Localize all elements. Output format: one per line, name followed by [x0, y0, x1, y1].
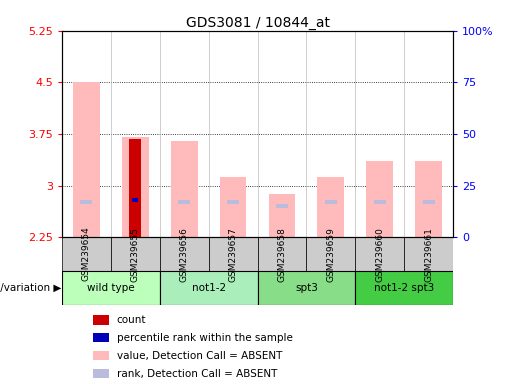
Bar — [227, 200, 239, 204]
Text: GSM239658: GSM239658 — [278, 227, 286, 281]
Bar — [93, 315, 109, 324]
Bar — [122, 137, 149, 237]
Bar — [129, 198, 141, 202]
Bar — [160, 237, 209, 271]
Text: GSM239655: GSM239655 — [131, 227, 140, 281]
Bar — [111, 237, 160, 271]
Bar — [62, 271, 160, 305]
Text: count: count — [116, 315, 146, 325]
Bar — [423, 200, 435, 204]
Bar — [80, 200, 92, 204]
Text: wild type: wild type — [87, 283, 134, 293]
Bar — [404, 237, 453, 271]
Bar — [93, 333, 109, 343]
Bar — [170, 141, 198, 237]
Text: percentile rank within the sample: percentile rank within the sample — [116, 333, 293, 343]
Bar — [325, 200, 337, 204]
Bar — [258, 271, 355, 305]
Bar — [355, 237, 404, 271]
Bar — [258, 237, 306, 271]
Bar — [132, 198, 138, 202]
Text: GSM239657: GSM239657 — [229, 227, 237, 281]
Bar — [219, 177, 247, 237]
Text: genotype/variation ▶: genotype/variation ▶ — [0, 283, 62, 293]
Text: not1-2: not1-2 — [192, 283, 226, 293]
Text: rank, Detection Call = ABSENT: rank, Detection Call = ABSENT — [116, 369, 277, 379]
Text: GSM239661: GSM239661 — [424, 227, 433, 281]
Bar — [374, 200, 386, 204]
Bar — [160, 271, 258, 305]
Bar — [73, 82, 100, 237]
Bar — [129, 139, 141, 237]
Bar — [178, 200, 190, 204]
Text: value, Detection Call = ABSENT: value, Detection Call = ABSENT — [116, 351, 282, 361]
Bar — [93, 369, 109, 378]
Text: GSM239654: GSM239654 — [82, 227, 91, 281]
Bar — [306, 237, 355, 271]
Text: GSM239660: GSM239660 — [375, 227, 384, 281]
Bar — [209, 237, 258, 271]
Bar — [355, 271, 453, 305]
Bar — [62, 237, 111, 271]
Text: GSM239659: GSM239659 — [327, 227, 335, 281]
Title: GDS3081 / 10844_at: GDS3081 / 10844_at — [185, 16, 330, 30]
Bar — [415, 162, 442, 237]
Bar — [268, 194, 296, 237]
Text: not1-2 spt3: not1-2 spt3 — [374, 283, 434, 293]
Text: GSM239656: GSM239656 — [180, 227, 188, 281]
Bar — [366, 162, 393, 237]
Bar — [93, 351, 109, 360]
Bar — [276, 204, 288, 208]
Text: spt3: spt3 — [295, 283, 318, 293]
Bar — [317, 177, 345, 237]
